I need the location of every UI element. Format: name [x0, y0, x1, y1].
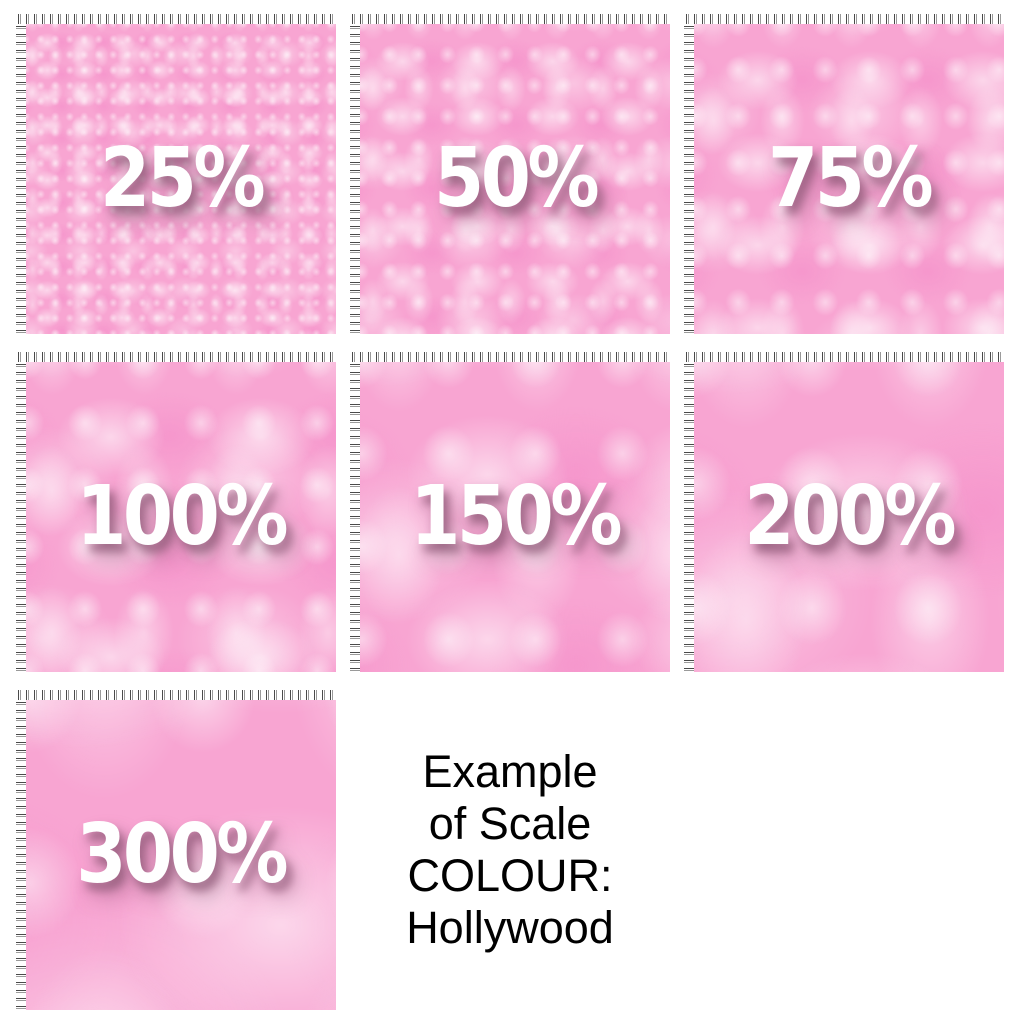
caption-line-3: COLOUR:: [407, 850, 613, 901]
scale-label: 50%: [433, 131, 600, 226]
ruler-left: [684, 24, 694, 334]
ruler-top: [16, 352, 336, 362]
swatch-tile-75: 75%: [684, 14, 1004, 334]
ruler-left: [16, 700, 26, 1010]
scale-label: 150%: [410, 469, 623, 564]
swatch-tile-300: 300%: [16, 690, 336, 1010]
caption-block: Example of Scale COLOUR: Hollywood: [350, 690, 670, 1010]
scale-label: 100%: [76, 469, 289, 564]
ruler-top: [684, 14, 1004, 24]
scale-label: 75%: [767, 131, 934, 226]
texture-swatch-100: 100%: [26, 362, 336, 672]
swatch-tile-150: 150%: [350, 352, 670, 672]
ruler-left: [684, 362, 694, 672]
texture-swatch-50: 50%: [360, 24, 670, 334]
texture-swatch-25: 25%: [26, 24, 336, 334]
ruler-top: [350, 352, 670, 362]
texture-swatch-200: 200%: [694, 362, 1004, 672]
ruler-left: [350, 362, 360, 672]
scale-label: 25%: [99, 131, 266, 226]
swatch-tile-25: 25%: [16, 14, 336, 334]
scale-label: 200%: [744, 469, 957, 564]
ruler-left: [350, 24, 360, 334]
swatch-tile-100: 100%: [16, 352, 336, 672]
caption-line-4: Hollywood: [406, 902, 614, 954]
swatch-tile-200: 200%: [684, 352, 1004, 672]
ruler-top: [16, 14, 336, 24]
texture-swatch-150: 150%: [360, 362, 670, 672]
scale-label: 300%: [76, 807, 289, 902]
ruler-top: [350, 14, 670, 24]
ruler-top: [684, 352, 1004, 362]
ruler-top: [16, 690, 336, 700]
swatch-tile-50: 50%: [350, 14, 670, 334]
ruler-left: [16, 24, 26, 334]
texture-swatch-75: 75%: [694, 24, 1004, 334]
texture-swatch-300: 300%: [26, 700, 336, 1010]
ruler-left: [16, 362, 26, 672]
caption-line-1: Example: [422, 745, 598, 797]
caption-line-2: of Scale: [428, 797, 592, 849]
